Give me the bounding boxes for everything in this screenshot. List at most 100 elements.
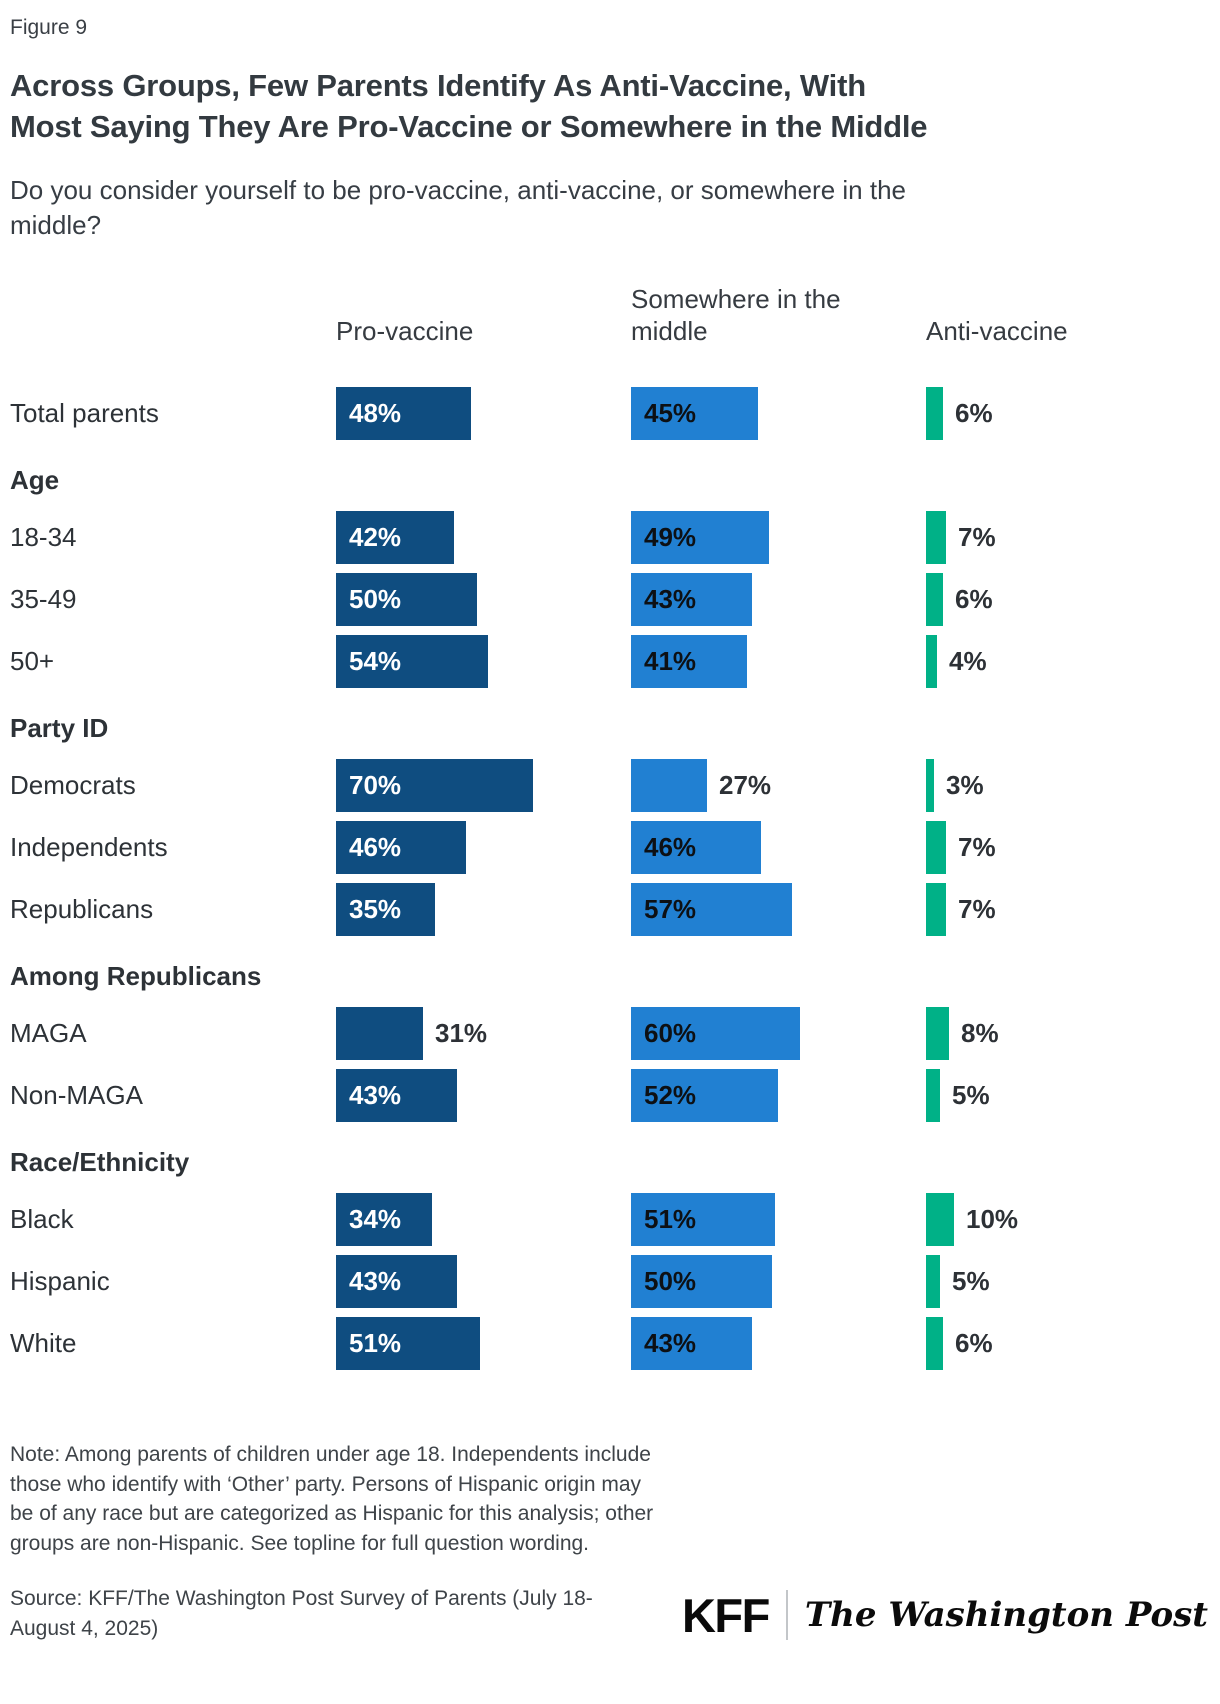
bar-cell-anti-vaccine: 7%: [926, 883, 1220, 936]
row-label: Independents: [10, 832, 168, 862]
value-label: 6%: [955, 584, 993, 614]
bar-anti-vaccine: [926, 387, 943, 440]
logos: KFF The Washington Post: [682, 1590, 1208, 1644]
bar-anti-vaccine: [926, 1317, 943, 1370]
value-label: 8%: [961, 1018, 999, 1048]
bar-anti-vaccine: [926, 635, 937, 688]
bar-anti-vaccine: [926, 1069, 940, 1122]
row-label: Democrats: [10, 770, 136, 800]
bar-cell-middle: 45%: [631, 387, 926, 440]
chart-footer: Source: KFF/The Washington Post Survey o…: [10, 1584, 1220, 1644]
bar-middle: 60%: [631, 1007, 800, 1060]
chart-subtitle: Do you consider yourself to be pro-vacci…: [10, 173, 1220, 243]
value-label: 42%: [349, 522, 402, 552]
bar-cell-pro-vaccine: 42%: [336, 511, 631, 564]
row-label: 35-49: [10, 584, 77, 614]
section-header: Race/Ethnicity: [10, 1146, 190, 1177]
value-label: 52%: [644, 1080, 697, 1110]
value-label: 57%: [644, 894, 697, 924]
bar-middle: 50%: [631, 1255, 772, 1308]
bar-pro-vaccine: 43%: [336, 1255, 457, 1308]
bar-pro-vaccine: 48%: [336, 387, 471, 440]
bar-pro-vaccine: 34%: [336, 1193, 432, 1246]
row-label: MAGA: [10, 1018, 87, 1048]
chart-row: Independents 46% 46% 7%: [10, 821, 1220, 874]
bar-pro-vaccine: 42%: [336, 511, 454, 564]
bar-cell-anti-vaccine: 6%: [926, 387, 1220, 440]
value-label: 27%: [719, 770, 772, 800]
subtitle-line-2: middle?: [10, 210, 102, 240]
bar-middle: 49%: [631, 511, 769, 564]
bar-middle: 46%: [631, 821, 761, 874]
bar-pro-vaccine: 70%: [336, 759, 533, 812]
bar-anti-vaccine: [926, 821, 946, 874]
chart-row: Non-MAGA 43% 52% 5%: [10, 1069, 1220, 1122]
value-label: 5%: [952, 1266, 990, 1296]
bar-cell-anti-vaccine: 3%: [926, 759, 1220, 812]
bar-cell-pro-vaccine: 46%: [336, 821, 631, 874]
value-label: 34%: [349, 1204, 402, 1234]
chart-rows: Total parents 48% 45% 6% Age 18-34 42% 49% 7% 35-…: [10, 387, 1220, 1370]
value-label: 3%: [946, 770, 984, 800]
kff-logo: KFF: [681, 1588, 770, 1642]
chart-row: 50+ 54% 41% 4%: [10, 635, 1220, 688]
bar-pro-vaccine: 54%: [336, 635, 488, 688]
bar-cell-middle: 27%: [631, 759, 926, 812]
value-label: 7%: [958, 894, 996, 924]
value-label: 4%: [949, 646, 987, 676]
value-label: 54%: [349, 646, 402, 676]
bar-middle: 52%: [631, 1069, 778, 1122]
value-label: 31%: [435, 1018, 488, 1048]
bar-cell-anti-vaccine: 4%: [926, 635, 1220, 688]
value-label: 43%: [644, 1328, 697, 1358]
bar-cell-anti-vaccine: 5%: [926, 1069, 1220, 1122]
bar-anti-vaccine: [926, 883, 946, 936]
figure-label: Figure 9: [10, 16, 88, 39]
bar-anti-vaccine: [926, 1193, 954, 1246]
logo-divider: [785, 1590, 788, 1640]
header-pro-vaccine: Pro-vaccine: [336, 316, 474, 346]
bar-pro-vaccine: 50%: [336, 573, 477, 626]
bar-cell-middle: 43%: [631, 1317, 926, 1370]
value-label: 7%: [958, 832, 996, 862]
chart-row: 18-34 42% 49% 7%: [10, 511, 1220, 564]
value-label: 43%: [349, 1266, 402, 1296]
bar-cell-pro-vaccine: 48%: [336, 387, 631, 440]
bar-middle: 51%: [631, 1193, 775, 1246]
value-label: 35%: [349, 894, 402, 924]
row-label: 18-34: [10, 522, 77, 552]
bar-cell-anti-vaccine: 6%: [926, 1317, 1220, 1370]
title-line-1: Across Groups, Few Parents Identify As A…: [10, 68, 866, 103]
bar-cell-middle: 49%: [631, 511, 926, 564]
value-label: 6%: [955, 398, 993, 428]
value-label: 41%: [644, 646, 697, 676]
value-label: 46%: [349, 832, 402, 862]
value-label: 49%: [644, 522, 697, 552]
bar-cell-middle: 60%: [631, 1007, 926, 1060]
header-somewhere-in-the-middle: Somewhere in the middle: [631, 284, 841, 346]
title-line-2: Most Saying They Are Pro-Vaccine or Some…: [10, 109, 928, 144]
column-headers: Pro-vaccine Somewhere in the middle Anti…: [10, 283, 1220, 347]
section-header: Age: [10, 464, 60, 495]
bar-middle: 43%: [631, 1317, 752, 1370]
value-label: 43%: [349, 1080, 402, 1110]
chart-row: 35-49 50% 43% 6%: [10, 573, 1220, 626]
bar-anti-vaccine: [926, 511, 946, 564]
row-label: Black: [10, 1204, 74, 1234]
value-label: 43%: [644, 584, 697, 614]
bar-pro-vaccine: 35%: [336, 883, 435, 936]
bar-cell-pro-vaccine: 35%: [336, 883, 631, 936]
bar-cell-anti-vaccine: 7%: [926, 821, 1220, 874]
value-label: 50%: [644, 1266, 697, 1296]
section-header: Among Republicans: [10, 960, 262, 991]
bar-anti-vaccine: [926, 573, 943, 626]
bar-cell-pro-vaccine: 34%: [336, 1193, 631, 1246]
subtitle-line-1: Do you consider yourself to be pro-vacci…: [10, 175, 906, 205]
chart-row: Republicans 35% 57% 7%: [10, 883, 1220, 936]
header-anti-vaccine: Anti-vaccine: [926, 316, 1068, 346]
value-label: 5%: [952, 1080, 990, 1110]
bar-pro-vaccine: [336, 1007, 423, 1060]
bar-cell-pro-vaccine: 51%: [336, 1317, 631, 1370]
row-label: Non-MAGA: [10, 1080, 143, 1110]
bar-cell-middle: 52%: [631, 1069, 926, 1122]
